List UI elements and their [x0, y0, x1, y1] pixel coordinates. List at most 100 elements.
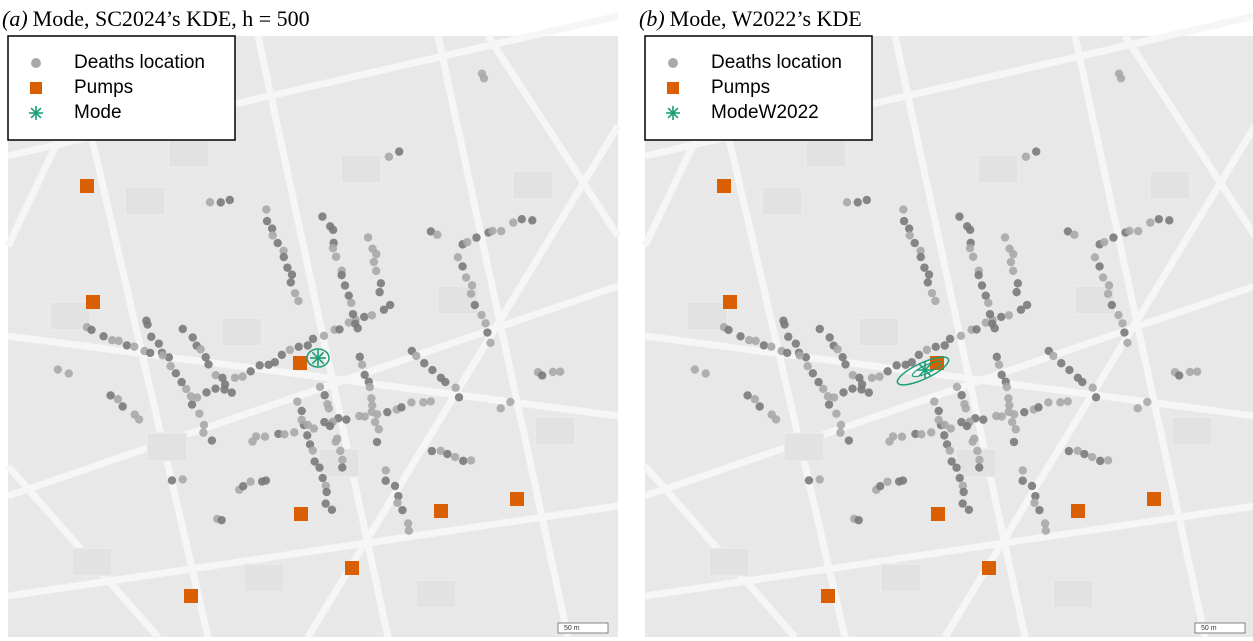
- death-location: [750, 395, 760, 404]
- death-location: [466, 289, 476, 298]
- death-location: [1080, 449, 1089, 459]
- death-location: [537, 371, 547, 380]
- death-location: [134, 415, 144, 424]
- death-location: [177, 377, 186, 387]
- death-location: [899, 216, 909, 226]
- building-block: [340, 154, 382, 184]
- death-location: [262, 216, 272, 226]
- death-location: [251, 432, 261, 441]
- death-location: [1096, 456, 1105, 466]
- death-location: [517, 215, 527, 224]
- death-location: [736, 332, 745, 341]
- death-location: [945, 334, 955, 344]
- death-location: [267, 224, 277, 233]
- death-location: [823, 392, 833, 401]
- street: [7, 332, 619, 420]
- death-location: [1120, 328, 1129, 337]
- death-location: [381, 476, 390, 485]
- death-location: [279, 246, 288, 256]
- death-location: [955, 473, 964, 483]
- death-location: [795, 351, 804, 360]
- death-location: [1109, 233, 1118, 242]
- death-location: [771, 415, 781, 424]
- street: [485, 34, 621, 238]
- death-location: [972, 325, 981, 334]
- death-location: [1021, 152, 1031, 161]
- death-location: [53, 365, 63, 374]
- death-location: [398, 505, 407, 515]
- death-location: [268, 231, 277, 240]
- death-location: [782, 348, 792, 358]
- death-location: [934, 406, 943, 416]
- death-location: [784, 332, 793, 341]
- panel-label: (a): [2, 6, 28, 31]
- pump: [345, 561, 359, 575]
- death-location: [959, 487, 968, 497]
- death-location: [472, 233, 481, 242]
- death-location: [883, 367, 892, 376]
- death-location: [320, 391, 329, 400]
- building-block: [977, 154, 1019, 184]
- death-location: [1004, 407, 1013, 417]
- death-location: [483, 328, 492, 337]
- death-location: [336, 446, 345, 456]
- death-location: [395, 147, 404, 156]
- death-location: [371, 266, 381, 276]
- death-location: [940, 431, 949, 440]
- death-location: [804, 476, 814, 485]
- death-location: [187, 400, 197, 409]
- death-location: [1040, 519, 1050, 528]
- death-location: [294, 296, 303, 306]
- death-location: [130, 342, 139, 351]
- building-block: [124, 186, 166, 216]
- pump: [80, 179, 94, 193]
- death-location: [274, 429, 283, 439]
- death-location: [899, 205, 908, 214]
- scale-label: 50 m: [1201, 625, 1217, 632]
- death-location: [911, 429, 920, 439]
- death-location: [1095, 262, 1104, 271]
- death-location: [1146, 218, 1155, 227]
- death-location: [340, 281, 350, 290]
- death-location: [548, 367, 558, 377]
- death-location: [1133, 404, 1142, 413]
- death-location: [1009, 437, 1019, 447]
- death-location: [211, 371, 220, 380]
- death-location: [814, 377, 823, 387]
- pump: [293, 356, 307, 370]
- death-location: [147, 332, 156, 341]
- death-location: [1100, 237, 1109, 247]
- death-location: [898, 476, 908, 485]
- death-location: [477, 310, 486, 320]
- death-location: [844, 436, 854, 445]
- death-location: [973, 446, 982, 456]
- legend-label: ModeW2022: [711, 102, 819, 123]
- death-location: [759, 341, 769, 350]
- death-location: [848, 371, 857, 380]
- building-block: [708, 547, 750, 577]
- death-location: [204, 360, 213, 369]
- death-location: [1004, 394, 1013, 403]
- death-location: [199, 428, 208, 437]
- death-location: [496, 404, 505, 413]
- death-location: [506, 397, 515, 407]
- death-location: [985, 309, 995, 319]
- death-location: [961, 404, 971, 413]
- death-location: [1011, 425, 1021, 434]
- building-block: [783, 432, 825, 462]
- pump: [510, 492, 524, 506]
- death-location: [393, 498, 402, 507]
- death-location: [1007, 417, 1017, 427]
- death-location: [916, 252, 925, 262]
- death-location: [744, 336, 754, 345]
- death-location: [436, 446, 445, 456]
- death-location: [335, 325, 344, 334]
- death-location: [819, 384, 828, 394]
- death-location: [1018, 466, 1027, 475]
- pump: [294, 507, 308, 521]
- death-location: [375, 287, 384, 297]
- death-location: [470, 300, 480, 310]
- death-location: [1012, 287, 1021, 297]
- street: [643, 282, 1253, 500]
- death-location: [940, 420, 949, 430]
